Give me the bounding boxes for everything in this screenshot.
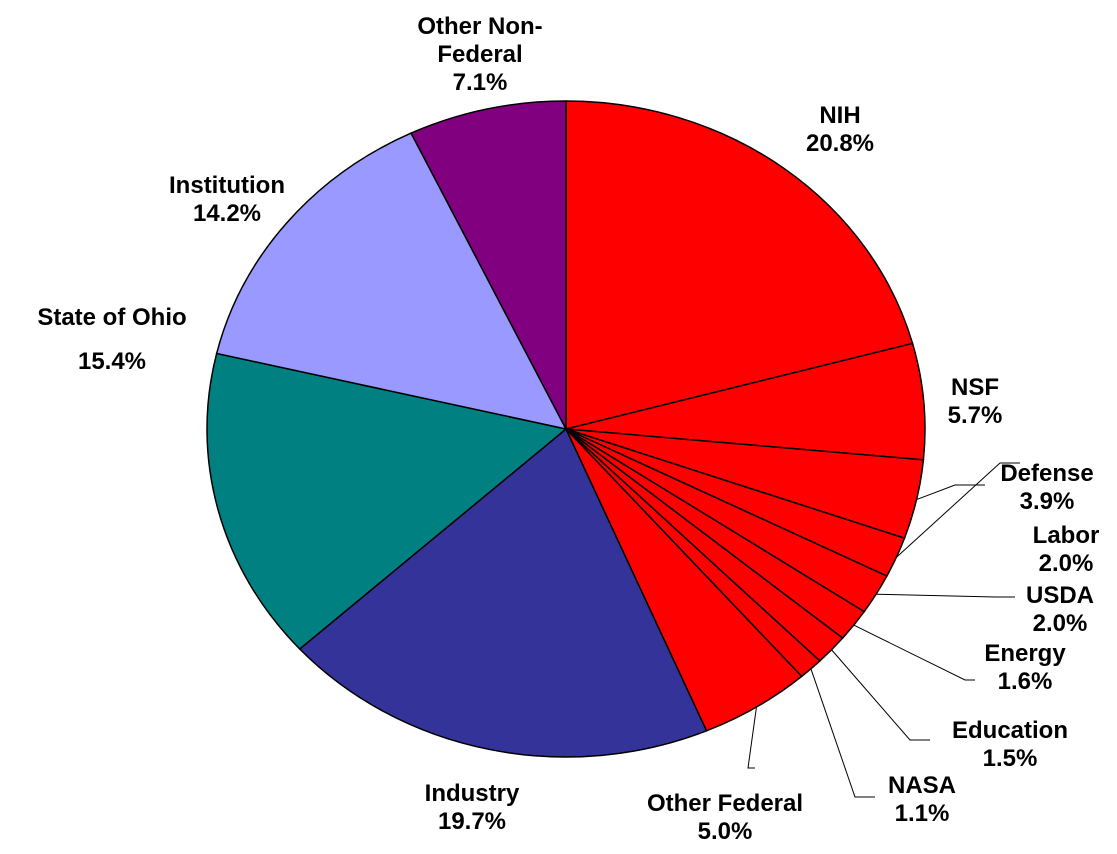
pie-slice [206, 352, 568, 651]
value-label: 1.6% [997, 668, 1053, 695]
category-name: Labor [1032, 522, 1100, 549]
leader-line [876, 593, 1015, 598]
category-name: Education [951, 717, 1069, 744]
category-name: Energy [984, 640, 1066, 667]
leader-line [810, 668, 875, 798]
leader-line [896, 462, 1020, 558]
category-name: Other Non-Federal [417, 13, 543, 68]
value-label: 1.5% [982, 745, 1038, 772]
slice-label: Education 1.5% [952, 717, 1068, 773]
value-label: 19.7% [437, 808, 507, 835]
category-name: Industry [424, 780, 520, 807]
value-label: 2.0% [1038, 550, 1094, 577]
slice-label: NSF 5.7% [948, 374, 1003, 430]
value-label: 7.1% [452, 69, 508, 96]
value-label: 14.2% [192, 200, 262, 227]
value-label: 20.8% [805, 130, 875, 157]
leader-line [747, 706, 757, 769]
category-name: State of Ohio [37, 304, 187, 331]
category-name: NIH [819, 102, 861, 129]
value-label: 3.9% [1019, 488, 1075, 515]
leader-line [853, 624, 975, 681]
pie-slice [565, 100, 914, 430]
slice-label: State of Ohio 15.4% [37, 304, 186, 376]
category-name: Other Federal [646, 790, 804, 817]
slice-label: Industry 19.7% [425, 780, 520, 836]
slice-label: Energy 1.6% [984, 640, 1065, 696]
pie-slice [410, 100, 567, 430]
value-label: 5.7% [947, 402, 1003, 429]
pie-slice [215, 132, 568, 431]
slice-label: NIH 20.8% [806, 102, 874, 158]
pie-slice [298, 427, 708, 758]
leader-line [831, 649, 930, 741]
category-name: Institution [169, 172, 285, 199]
leader-line [916, 484, 985, 501]
slice-label: Other Non-Federal 7.1% [395, 13, 565, 97]
category-name: NSF [950, 374, 999, 401]
slice-label: Defense 3.9% [1000, 460, 1093, 516]
category-name: NASA [887, 772, 957, 799]
value-label: 2.0% [1032, 610, 1088, 637]
category-name: USDA [1025, 582, 1095, 609]
slice-label: USDA 2.0% [1026, 582, 1094, 638]
category-name: Defense [1000, 460, 1094, 487]
slice-label: Other Federal 5.0% [647, 790, 803, 846]
slice-label: NASA 1.1% [888, 772, 956, 828]
slice-label: Institution 14.2% [169, 172, 285, 228]
pie-slice [565, 342, 926, 461]
value-label: 1.1% [894, 800, 950, 827]
value-label: 5.0% [697, 818, 753, 845]
value-label: 15.4% [77, 348, 147, 375]
slice-label: Labor 2.0% [1033, 522, 1100, 578]
